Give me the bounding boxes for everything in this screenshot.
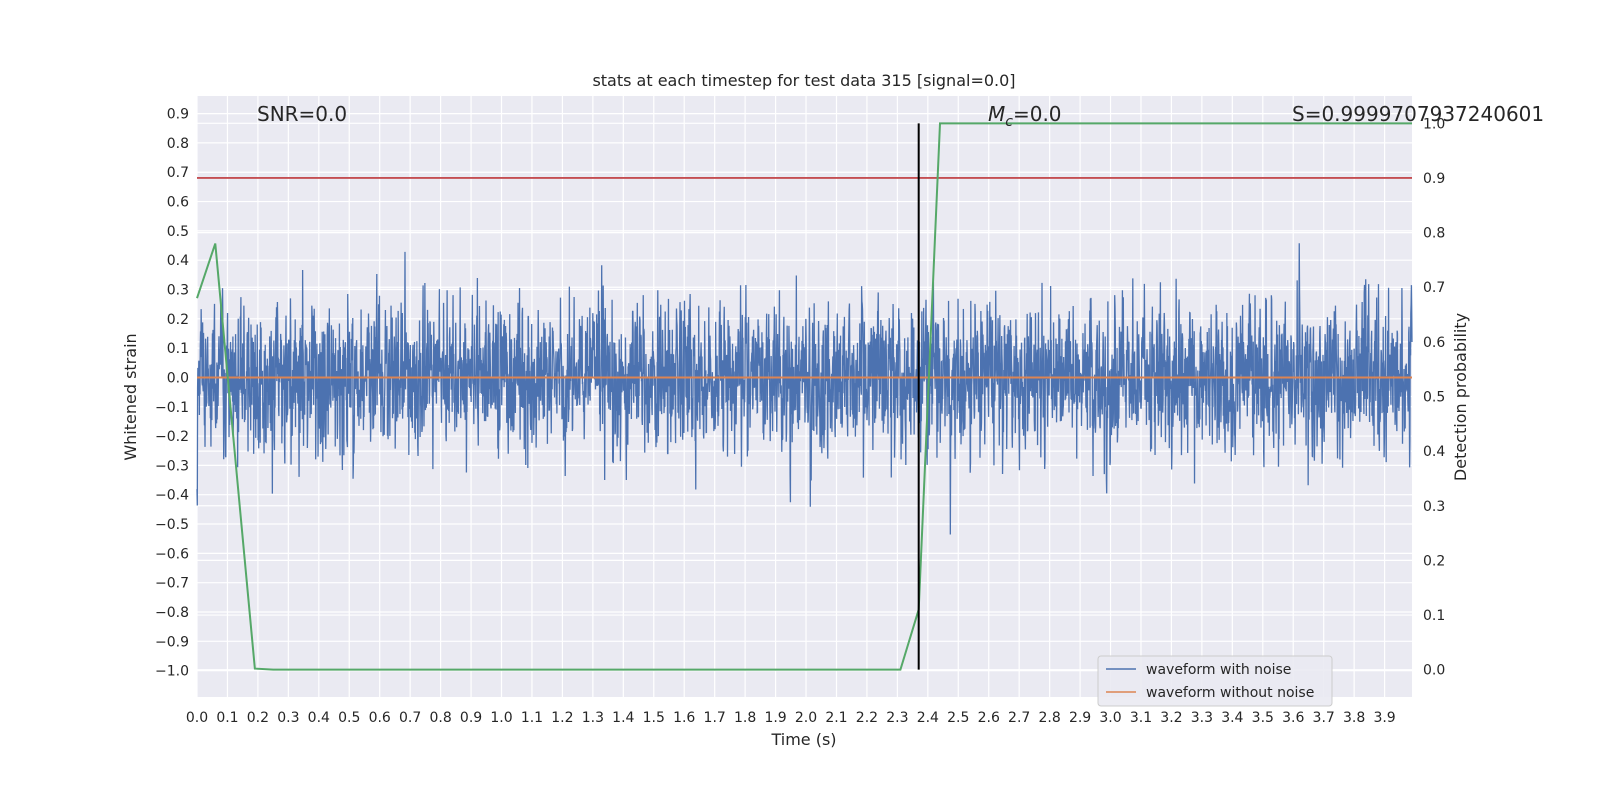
y-tick-label: 0.9 — [167, 107, 189, 123]
x-tick-label: 3.1 — [1130, 710, 1152, 726]
x-tick-label: 0.3 — [277, 710, 299, 726]
x-tick-label: 3.3 — [1191, 710, 1213, 726]
y2-tick-label: 0.0 — [1423, 663, 1445, 679]
x-tick-label: 2.2 — [856, 710, 878, 726]
x-tick-label: 0.1 — [216, 710, 238, 726]
y-tick-label: 0.4 — [167, 253, 189, 269]
x-tick-label: 3.9 — [1373, 710, 1395, 726]
y2-tick-label: 0.7 — [1423, 280, 1445, 296]
y-tick-label: −0.6 — [155, 546, 189, 562]
chart-title: stats at each timestep for test data 315… — [592, 71, 1015, 90]
noise-waveform-line — [196, 243, 1413, 535]
mc-symbol: M — [988, 102, 1005, 126]
x-tick-label: 2.8 — [1038, 710, 1060, 726]
y-tick-label: −0.1 — [155, 400, 189, 416]
y-axis-label: Whitened strain — [121, 333, 140, 460]
x-tick-label: 3.0 — [1099, 710, 1121, 726]
mc-value: =0.0 — [1013, 102, 1062, 126]
mc-subscript: c — [1005, 114, 1013, 130]
x-tick-label: 1.8 — [734, 710, 756, 726]
x-tick-label: 3.8 — [1343, 710, 1365, 726]
y2-tick-label: 0.8 — [1423, 226, 1445, 242]
legend: waveform with noise waveform without noi… — [1097, 655, 1333, 707]
x-tick-label: 2.9 — [1069, 710, 1091, 726]
y-tick-label: −0.4 — [155, 488, 189, 504]
x-tick-label: 3.2 — [1160, 710, 1182, 726]
y-tick-label: 0.0 — [167, 370, 189, 386]
y2-tick-label: 0.9 — [1423, 171, 1445, 187]
y-tick-label: 0.1 — [167, 341, 189, 357]
y2-tick-label: 0.6 — [1423, 335, 1445, 351]
x-tick-label: 1.3 — [582, 710, 604, 726]
x-tick-label: 2.7 — [1008, 710, 1030, 726]
y-tick-label: −0.7 — [155, 576, 189, 592]
y-tick-label: 0.3 — [167, 282, 189, 298]
mc-annotation: Mc=0.0 — [988, 102, 1062, 130]
x-tick-label: 0.0 — [186, 710, 208, 726]
x-tick-label: 3.4 — [1221, 710, 1243, 726]
series-lines — [196, 122, 1412, 671]
x-tick-label: 1.2 — [551, 710, 573, 726]
x-tick-label: 2.1 — [825, 710, 847, 726]
y-tick-label: −0.9 — [155, 634, 189, 650]
y-tick-label: 0.7 — [167, 165, 189, 181]
x-tick-label: 0.6 — [369, 710, 391, 726]
y2-axis-label: Detection probability — [1451, 313, 1470, 481]
snr-annotation: SNR=0.0 — [257, 102, 347, 126]
y2-tick-label: 0.2 — [1423, 553, 1445, 569]
x-tick-label: 3.5 — [1252, 710, 1274, 726]
y2-tick-label: 1.0 — [1423, 116, 1445, 132]
x-tick-label: 3.6 — [1282, 710, 1304, 726]
legend-label-with-noise: waveform with noise — [1146, 662, 1291, 678]
y-tick-label: −0.2 — [155, 429, 189, 445]
s-annotation: S=0.9999707937240601 — [1292, 102, 1544, 126]
x-tick-label: 2.3 — [886, 710, 908, 726]
y-tick-label: −0.8 — [155, 605, 189, 621]
x-tick-label: 0.4 — [308, 710, 330, 726]
x-tick-label: 2.5 — [947, 710, 969, 726]
x-tick-label: 0.7 — [399, 710, 421, 726]
x-tick-label: 1.1 — [521, 710, 543, 726]
x-tick-label: 0.5 — [338, 710, 360, 726]
x-tick-label: 2.0 — [795, 710, 817, 726]
legend-box — [1097, 655, 1333, 707]
y-tick-label: 0.5 — [167, 224, 189, 240]
x-tick-label: 1.7 — [704, 710, 726, 726]
x-tick-label: 2.4 — [917, 710, 939, 726]
x-tick-label: 1.5 — [643, 710, 665, 726]
y2-tick-label: 0.4 — [1423, 444, 1445, 460]
y-tick-label: −1.0 — [155, 664, 189, 680]
x-tick-label: 1.6 — [673, 710, 695, 726]
y-tick-labels: 0.9 0.8 0.7 0.6 0.5 0.4 0.3 0.2 0.1 0.0 −0.1 −0.2 −0… — [155, 107, 189, 680]
x-tick-label: 1.0 — [490, 710, 512, 726]
x-tick-label: 0.2 — [247, 710, 269, 726]
y2-tick-label: 0.1 — [1423, 608, 1445, 624]
x-tick-label: 0.8 — [429, 710, 451, 726]
x-axis-label: Time (s) — [770, 730, 836, 749]
x-tick-label: 1.9 — [764, 710, 786, 726]
x-tick-label: 0.9 — [460, 710, 482, 726]
y-tick-label: −0.3 — [155, 458, 189, 474]
x-tick-label: 3.7 — [1313, 710, 1335, 726]
y-tick-label: 0.6 — [167, 195, 189, 211]
x-tick-labels: 0.0 0.1 0.2 0.3 0.4 0.5 0.6 0.7 0.8 0.9 1.0 1.1 1.2 1… — [186, 710, 1396, 726]
legend-label-without-noise: waveform without noise — [1146, 685, 1314, 701]
y2-tick-label: 0.3 — [1423, 499, 1445, 515]
y-tick-label: 0.2 — [167, 312, 189, 328]
x-tick-label: 1.4 — [612, 710, 634, 726]
series-waveform-with-noise — [196, 243, 1413, 535]
y2-tick-labels: 1.0 0.9 0.8 0.7 0.6 0.5 0.4 0.3 0.2 0.1 0.0 — [1423, 116, 1445, 678]
x-tick-label: 2.6 — [978, 710, 1000, 726]
y2-tick-label: 0.5 — [1423, 390, 1445, 406]
y-tick-label: 0.8 — [167, 136, 189, 152]
y-tick-label: −0.5 — [155, 517, 189, 533]
detection-probability-line — [196, 122, 1412, 671]
